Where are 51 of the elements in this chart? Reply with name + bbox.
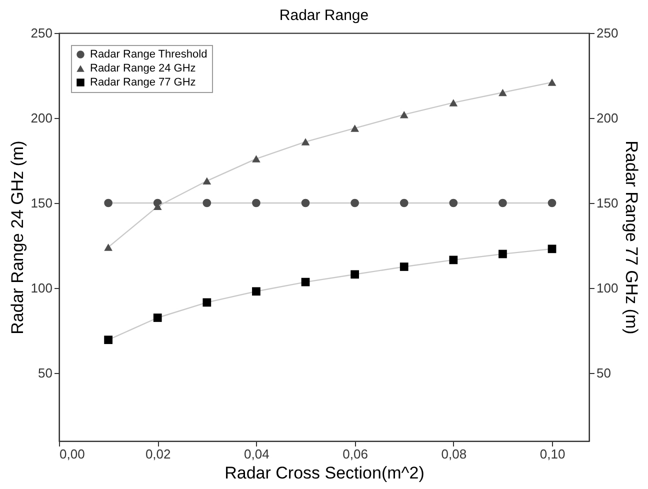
- y2-tick-label: 100: [596, 280, 618, 296]
- x-tick-label: 0,08: [441, 446, 467, 462]
- point: [202, 298, 212, 307]
- x-tick-label: 0,06: [342, 446, 368, 462]
- y-tick-label: 250: [30, 26, 52, 40]
- x-axis-title: Radar Cross Section(m^2): [224, 464, 424, 482]
- point: [104, 198, 112, 208]
- legend-label: Radar Range 77 GHz: [90, 76, 196, 88]
- legend-label: Radar Range 24 GHz: [90, 62, 196, 74]
- point: [400, 198, 408, 208]
- point: [252, 198, 260, 208]
- point: [449, 256, 458, 264]
- point: [301, 278, 310, 286]
- point: [498, 198, 507, 208]
- chart-title: Radar Range: [279, 7, 369, 24]
- point: [104, 244, 112, 251]
- point: [350, 124, 359, 132]
- x-tick-label: 0,10: [540, 446, 566, 462]
- point: [301, 198, 310, 208]
- y2-tick-label: 150: [596, 196, 618, 210]
- point: [498, 250, 507, 258]
- point: [400, 110, 408, 118]
- y2-tick-label: 50: [596, 366, 611, 380]
- point: [350, 270, 359, 279]
- point: [498, 88, 507, 96]
- x-tick-label: 0,00: [60, 446, 85, 462]
- point: [350, 198, 359, 208]
- y-tick-label: 50: [38, 366, 52, 380]
- y-tick-label: 100: [30, 280, 52, 296]
- y-tick-label: 150: [30, 196, 52, 210]
- point: [202, 177, 212, 185]
- point: [153, 314, 162, 322]
- point: [202, 198, 212, 208]
- point: [548, 198, 556, 208]
- point: [449, 99, 458, 106]
- y-tick-label: 200: [30, 110, 52, 126]
- point: [400, 262, 408, 271]
- point: [548, 244, 556, 254]
- y2-tick-label: 250: [596, 26, 618, 40]
- y2-axis-title: Radar Range 77 GHz (m): [622, 140, 642, 334]
- y-axis-title: Radar Range 24 GHz (m): [8, 140, 27, 334]
- point: [252, 287, 260, 296]
- point: [449, 198, 458, 208]
- y2-tick-label: 200: [596, 110, 618, 126]
- point: [301, 138, 310, 146]
- point: [548, 78, 556, 86]
- x-tick-label: 0,04: [244, 446, 270, 462]
- point: [252, 155, 260, 162]
- legend-label: Radar Range Threshold: [90, 48, 208, 60]
- point: [104, 336, 112, 344]
- x-tick-label: 0,02: [145, 446, 171, 462]
